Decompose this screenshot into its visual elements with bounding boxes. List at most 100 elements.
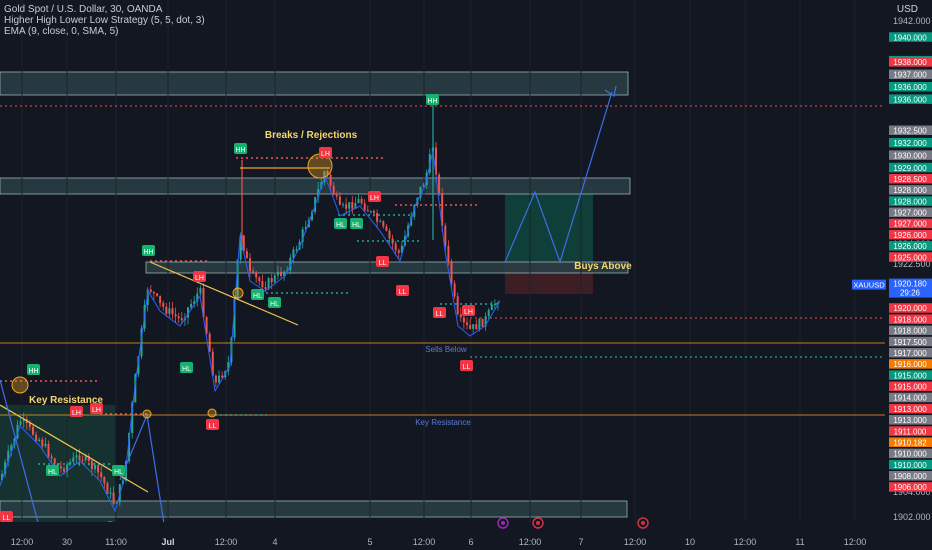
ema-line xyxy=(0,150,501,513)
candle-body xyxy=(295,249,298,251)
swing-label-17: LL xyxy=(379,260,387,267)
price-tag-28 xyxy=(889,403,932,414)
annotation-2: Key Resistance xyxy=(29,395,103,406)
price-tag-21 xyxy=(889,325,932,336)
candle-body xyxy=(174,314,177,317)
candle-body xyxy=(462,317,465,323)
candle-body xyxy=(450,261,453,284)
annotation-4: Key Resistance xyxy=(415,418,471,427)
candle-body xyxy=(202,288,205,318)
price-tag-15 xyxy=(889,229,932,240)
candle-body xyxy=(413,204,416,217)
candle-body xyxy=(56,463,59,467)
candle-body xyxy=(41,439,44,447)
candle-body xyxy=(345,204,348,209)
price-tag-17 xyxy=(889,252,932,262)
candle-body xyxy=(162,303,165,307)
candle-body xyxy=(376,213,379,222)
candle-body xyxy=(168,308,171,314)
candle-body xyxy=(335,194,338,197)
indicator-ema[interactable]: EMA (9, close, 0, SMA, 5) xyxy=(4,26,119,37)
price-tag-31 xyxy=(889,437,932,447)
candle-body xyxy=(44,443,47,447)
price-tag-label-5: 1936.000 xyxy=(893,95,927,104)
candle-body xyxy=(280,271,282,276)
swing-tag-15 xyxy=(46,465,59,476)
highlight-circle-1 xyxy=(232,287,244,299)
event-icon-dot-0 xyxy=(501,521,505,525)
candle-body xyxy=(400,245,403,253)
candle-body xyxy=(270,278,273,283)
swing-tag-7 xyxy=(462,305,475,316)
price-tag-label-3: 1937.000 xyxy=(893,71,927,80)
candle-body xyxy=(109,492,112,494)
candle-body xyxy=(159,295,162,304)
candle-body xyxy=(459,314,462,318)
candle-body xyxy=(438,174,441,194)
price-tag-label-21: 1918.000 xyxy=(893,327,927,336)
candle-body xyxy=(190,303,193,308)
price-tag-27 xyxy=(889,392,932,403)
candle-body xyxy=(422,185,425,187)
price-tag-13 xyxy=(889,207,932,218)
candle-body xyxy=(1,473,3,480)
annotation-3: Sells Below xyxy=(425,345,467,354)
price-tag-20 xyxy=(889,314,932,324)
candle-body xyxy=(478,318,481,330)
candle-body xyxy=(304,227,307,230)
symbol-tag-label: XAUUSD xyxy=(853,281,885,290)
candle-body xyxy=(156,293,158,296)
candle-body xyxy=(112,492,115,504)
candle-body xyxy=(258,277,261,282)
swing-label-20: LL xyxy=(463,364,471,371)
candle-body xyxy=(317,188,320,198)
countdown-label: 29:26 xyxy=(900,289,921,298)
candle-body xyxy=(53,458,56,464)
price-tag-label-26: 1915.000 xyxy=(893,383,927,392)
price-tag-label-31: 1910.182 xyxy=(893,438,927,447)
swing-tag-10 xyxy=(350,218,363,229)
swing-label-13: HL xyxy=(253,293,262,300)
candle-body xyxy=(50,456,53,459)
candle-body xyxy=(81,460,84,462)
candle-body xyxy=(481,318,484,327)
time-tick-15: 12:00 xyxy=(844,537,867,547)
candle-body xyxy=(301,229,304,242)
sr-zone-1 xyxy=(0,177,631,195)
price-tag-label-6: 1932.500 xyxy=(893,127,927,136)
candle-body xyxy=(66,464,69,472)
projection-path xyxy=(504,91,613,264)
price-tag-4 xyxy=(889,82,932,92)
price-tag-16 xyxy=(889,241,932,251)
candle-body xyxy=(146,289,149,305)
candle-body xyxy=(388,230,391,239)
candle-body xyxy=(363,203,366,211)
candle-body xyxy=(447,245,450,262)
sr-zone-3 xyxy=(0,500,628,518)
candle-body xyxy=(69,461,72,465)
candle-body xyxy=(435,147,437,175)
swing-label-0: HH xyxy=(235,147,245,154)
currency-button[interactable]: USD xyxy=(896,4,918,15)
candle-body xyxy=(419,186,422,198)
candle-body xyxy=(354,203,357,209)
chart-legend: Gold Spot / U.S. Dollar, 30, OANDA Highe… xyxy=(4,4,205,37)
symbol-title[interactable]: Gold Spot / U.S. Dollar, 30, OANDA xyxy=(4,4,163,15)
candle-body xyxy=(78,455,81,461)
projection-arrow xyxy=(604,85,617,97)
annotation-0: Breaks / Rejections xyxy=(265,130,358,141)
candle-body xyxy=(115,502,118,504)
candle-body xyxy=(292,249,295,258)
candle-body xyxy=(366,210,369,212)
price-tag-label-18: 1920.180 xyxy=(893,280,927,289)
swing-tag-8 xyxy=(70,406,83,417)
swing-tag-16 xyxy=(112,465,125,476)
indicator-hhll[interactable]: Higher High Lower Low Strategy (5, 5, do… xyxy=(4,15,205,26)
price-tag-14 xyxy=(889,218,932,229)
price-tag-label-28: 1913.000 xyxy=(893,405,927,414)
swing-tag-12 xyxy=(180,362,193,373)
price-tag-11 xyxy=(889,185,932,195)
candle-body xyxy=(28,423,31,427)
long-target-zone xyxy=(505,194,593,262)
